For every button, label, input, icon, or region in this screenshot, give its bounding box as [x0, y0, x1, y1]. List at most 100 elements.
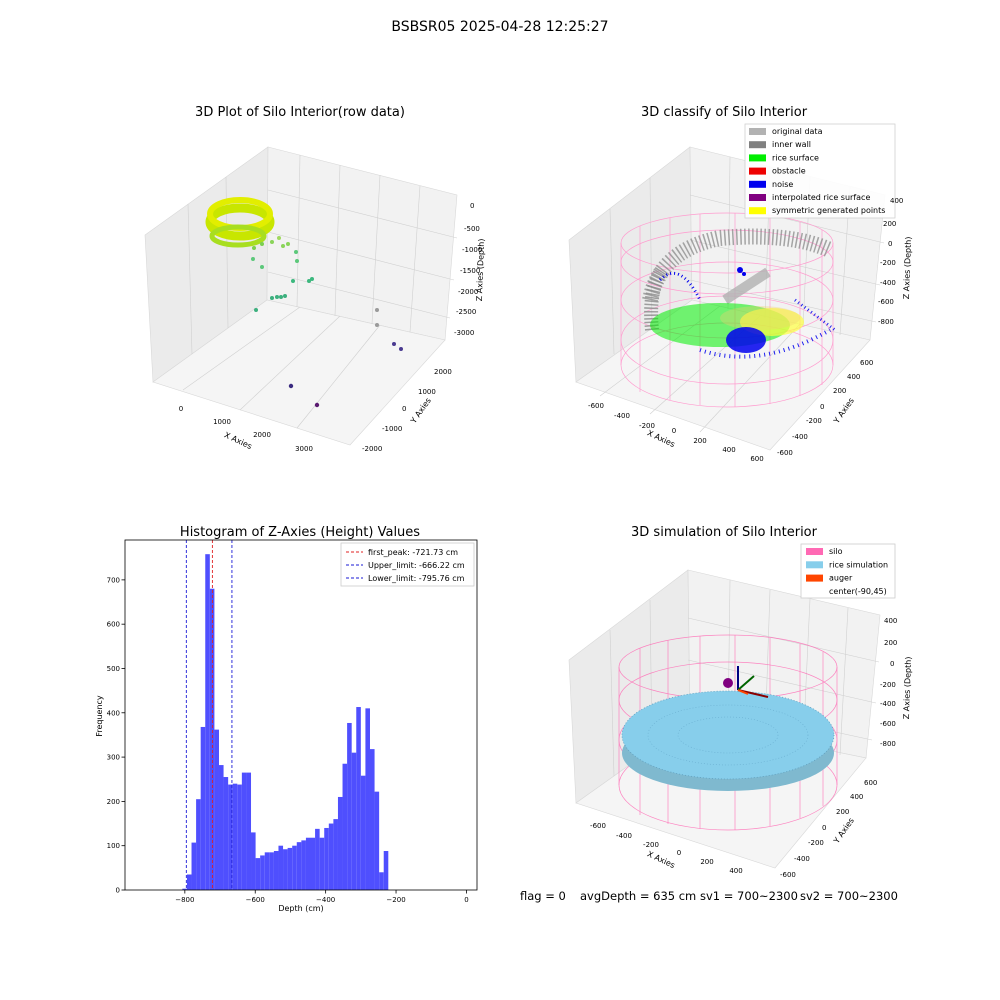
- pane-floor: [152, 299, 446, 446]
- panel1-zlabel: Z Axies (Depth): [475, 238, 486, 301]
- svg-text:200: 200: [884, 639, 897, 647]
- svg-text:1000: 1000: [213, 418, 231, 426]
- x-tick-label: −400: [316, 896, 335, 904]
- panel4-ylabel: Y Axies: [831, 816, 856, 846]
- histogram-bar: [186, 874, 192, 890]
- legend-label: first_peak: -721.73 cm: [368, 548, 458, 557]
- histogram-bar: [264, 852, 270, 890]
- histogram-bars: [182, 554, 389, 890]
- panel-simulation-3d: 3D simulation of Silo Interior: [568, 525, 913, 879]
- legend-swatch: [749, 167, 766, 175]
- histogram-bar: [283, 849, 288, 890]
- histogram-bar: [228, 784, 233, 890]
- histogram-xticks: −800 −600 −400 −200 0: [175, 890, 469, 904]
- panel4-ticks: -600 -400 -200 0 200 400 -600 -400 -200 …: [590, 617, 897, 879]
- y-tick-label: 0: [116, 887, 120, 895]
- svg-text:-3000: -3000: [454, 329, 474, 337]
- svg-text:400: 400: [890, 197, 903, 205]
- legend-label: interpolated rice surface: [772, 193, 870, 202]
- panel4-zlabel: Z Axies (Depth): [902, 656, 913, 719]
- legend-swatch: [749, 128, 766, 135]
- legend-label: Lower_limit: -795.76 cm: [368, 574, 465, 583]
- histogram-legend-items: first_peak: -721.73 cm Upper_limit: -666.…: [346, 548, 465, 583]
- svg-text:-200: -200: [880, 681, 896, 689]
- histogram-yticks: 0 100 200 300 400 500 600 700: [107, 576, 125, 895]
- x-tick-label: −200: [386, 896, 405, 904]
- histogram-bar: [200, 726, 206, 890]
- panel1-ylabel: Y Axies: [408, 396, 433, 426]
- svg-text:2000: 2000: [434, 368, 452, 376]
- panel2-legend-items: original data inner wall rice surface obsta…: [749, 127, 885, 215]
- histogram-ylabel: Frequency: [95, 695, 104, 737]
- panel2-ylabel: Y Axies: [831, 396, 856, 426]
- grid-lines: [182, 154, 458, 429]
- panel2-title: 3D classify of Silo Interior: [641, 105, 808, 120]
- svg-text:-2000: -2000: [458, 288, 478, 296]
- legend-label: center(-90,45): [829, 587, 887, 596]
- y-tick-label: 700: [107, 576, 120, 584]
- panel2-ticks: -600 -400 -200 0 200 400 600 -600 -400 -…: [588, 197, 903, 463]
- panel-classify-3d: 3D classify of Silo Interior: [568, 105, 913, 463]
- histogram-bar: [237, 784, 242, 890]
- svg-text:200: 200: [693, 437, 706, 445]
- legend-label: rice simulation: [829, 560, 888, 569]
- y-tick-label: 500: [107, 665, 120, 673]
- legend-label: obstacle: [772, 167, 806, 176]
- svg-text:-200: -200: [806, 417, 822, 425]
- legend-label: symmetric generated points: [772, 206, 885, 215]
- histogram-bar: [310, 837, 316, 890]
- legend-swatch: [749, 180, 766, 188]
- panel1-ticks: 0 1000 2000 3000 -2000 -1000 0 1000 2000…: [179, 202, 483, 453]
- svg-text:-600: -600: [590, 822, 606, 830]
- legend-label: Upper_limit: -666.22 cm: [368, 561, 465, 570]
- status-avg-depth: avgDepth = 635 cm: [580, 889, 696, 903]
- histogram-bar: [347, 722, 352, 890]
- auger-marker: [723, 666, 769, 698]
- svg-text:200: 200: [833, 387, 846, 395]
- legend-label: noise: [772, 180, 793, 189]
- svg-text:0: 0: [470, 202, 474, 210]
- histogram-bar: [269, 852, 274, 890]
- histogram-bar: [369, 749, 375, 890]
- svg-text:3000: 3000: [295, 445, 313, 453]
- plot-area: [125, 540, 477, 890]
- svg-text:-400: -400: [880, 279, 896, 287]
- x-tick-label: −800: [175, 896, 194, 904]
- y-tick-label: 100: [107, 842, 120, 850]
- histogram-bar: [209, 588, 215, 890]
- histogram-bar: [232, 783, 238, 890]
- x-tick-label: −600: [246, 896, 265, 904]
- svg-text:-400: -400: [794, 855, 810, 863]
- histogram-bar: [365, 708, 370, 890]
- legend-swatch: [806, 574, 823, 582]
- histogram-bar: [360, 775, 366, 890]
- svg-text:-2000: -2000: [362, 445, 382, 453]
- histogram-bar: [287, 847, 293, 890]
- y-tick-label: 600: [107, 621, 120, 629]
- noise-points: [658, 267, 836, 359]
- svg-text:-400: -400: [614, 412, 630, 420]
- svg-text:-1500: -1500: [460, 267, 480, 275]
- histogram-bar: [292, 845, 297, 890]
- raw-scatter-points: [251, 236, 403, 408]
- legend-label: auger: [829, 574, 853, 583]
- histogram-bar: [223, 777, 229, 890]
- status-flag: flag = 0: [520, 889, 566, 903]
- panel-histogram: Histogram of Z-Axies (Height) Values −80…: [95, 525, 478, 913]
- histogram-bar: [182, 888, 187, 890]
- y-tick-label: 200: [107, 798, 120, 806]
- inner-wall-points: [642, 228, 834, 331]
- svg-text:-400: -400: [792, 433, 808, 441]
- histogram-bar: [218, 765, 224, 890]
- svg-text:0: 0: [179, 405, 183, 413]
- histogram-bar: [356, 707, 361, 890]
- svg-text:2000: 2000: [253, 431, 271, 439]
- histogram-bar: [278, 845, 284, 890]
- svg-text:-1000: -1000: [462, 246, 482, 254]
- svg-text:-600: -600: [777, 449, 793, 457]
- histogram-bar: [246, 772, 252, 890]
- svg-text:0: 0: [402, 405, 406, 413]
- histogram-bar: [273, 851, 279, 890]
- histogram-bar: [319, 837, 325, 890]
- svg-text:-1000: -1000: [382, 425, 402, 433]
